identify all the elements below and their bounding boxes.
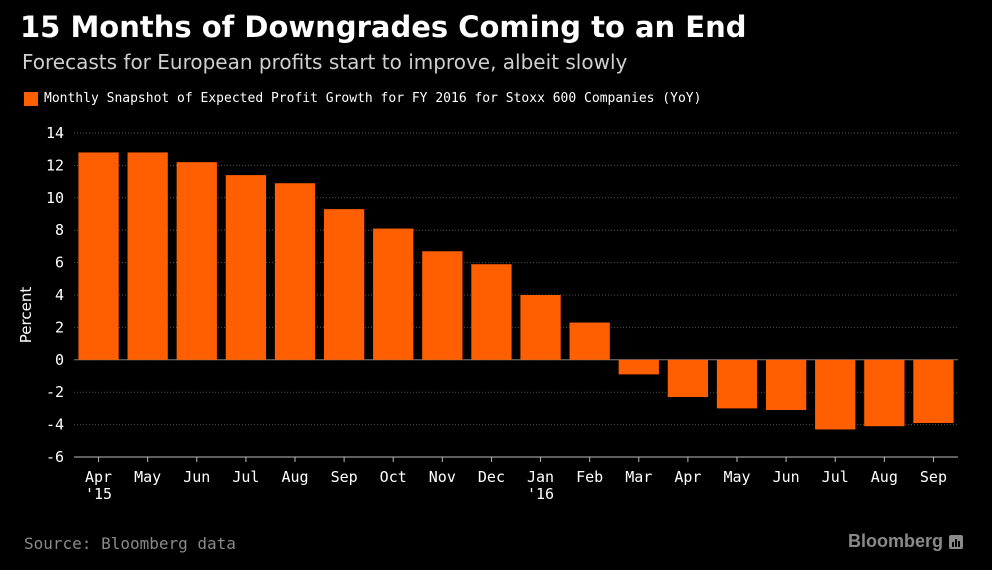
y-tick-label: 6 xyxy=(55,254,64,272)
y-tick-label: 14 xyxy=(46,124,64,142)
x-tick-label: Nov xyxy=(429,468,456,486)
legend-label: Monthly Snapshot of Expected Profit Grow… xyxy=(44,91,702,106)
bar xyxy=(78,152,119,360)
bar xyxy=(569,322,610,360)
bar xyxy=(422,251,463,360)
x-tick-label: Feb xyxy=(576,468,603,486)
bar xyxy=(765,359,807,411)
x-tick-label: May xyxy=(723,468,750,486)
bar xyxy=(716,359,758,409)
x-tick-label: Jul xyxy=(822,468,849,486)
y-tick-label: -4 xyxy=(46,416,64,434)
brand-logo: Bloomberg xyxy=(848,531,964,552)
y-tick-label: 8 xyxy=(55,221,64,239)
x-tick-label: Dec xyxy=(478,468,505,486)
chart-title: 15 Months of Downgrades Coming to an End xyxy=(20,10,747,44)
x-tick-label: Aug xyxy=(281,468,308,486)
x-tick-label: Jun xyxy=(773,468,800,486)
x-tick-label: Sep xyxy=(331,468,358,486)
bar xyxy=(520,295,561,360)
x-tick-label: '16 xyxy=(527,485,554,503)
y-tick-label: 10 xyxy=(46,189,64,207)
x-tick-label: Apr xyxy=(85,468,112,486)
bloomberg-terminal-icon xyxy=(949,534,964,549)
y-tick-label: 4 xyxy=(55,286,64,304)
bar xyxy=(815,359,856,430)
y-tick-label: -6 xyxy=(46,448,64,466)
source-note: Source: Bloomberg data xyxy=(24,534,236,553)
bar xyxy=(913,359,954,423)
bar xyxy=(274,183,316,360)
bar xyxy=(864,359,905,427)
bar xyxy=(471,264,512,360)
y-tick-label: 2 xyxy=(55,318,64,336)
legend: Monthly Snapshot of Expected Profit Grow… xyxy=(24,91,701,106)
bar xyxy=(373,228,414,360)
x-tick-label: Apr xyxy=(674,468,701,486)
bar xyxy=(176,162,217,360)
y-axis-label: Percent xyxy=(17,287,35,344)
x-tick-label: '15 xyxy=(85,485,112,503)
brand-name: Bloomberg xyxy=(848,531,944,551)
x-tick-label: Aug xyxy=(871,468,898,486)
y-tick-label: -2 xyxy=(46,383,64,401)
x-tick-label: Oct xyxy=(380,468,407,486)
x-tick-label: Jul xyxy=(232,468,259,486)
x-tick-label: Jun xyxy=(183,468,210,486)
bar xyxy=(127,152,168,360)
x-tick-label: May xyxy=(134,468,161,486)
legend-swatch xyxy=(24,91,38,106)
x-tick-label: Mar xyxy=(625,468,652,486)
bar xyxy=(618,359,659,375)
chart-subtitle: Forecasts for European profits start to … xyxy=(22,50,628,74)
bar xyxy=(323,209,365,360)
bar xyxy=(667,359,709,398)
x-tick-label: Sep xyxy=(920,468,947,486)
bar xyxy=(225,175,267,360)
y-tick-label: 0 xyxy=(55,351,64,369)
y-tick-label: 12 xyxy=(46,156,64,174)
x-tick-label: Jan xyxy=(527,468,554,486)
